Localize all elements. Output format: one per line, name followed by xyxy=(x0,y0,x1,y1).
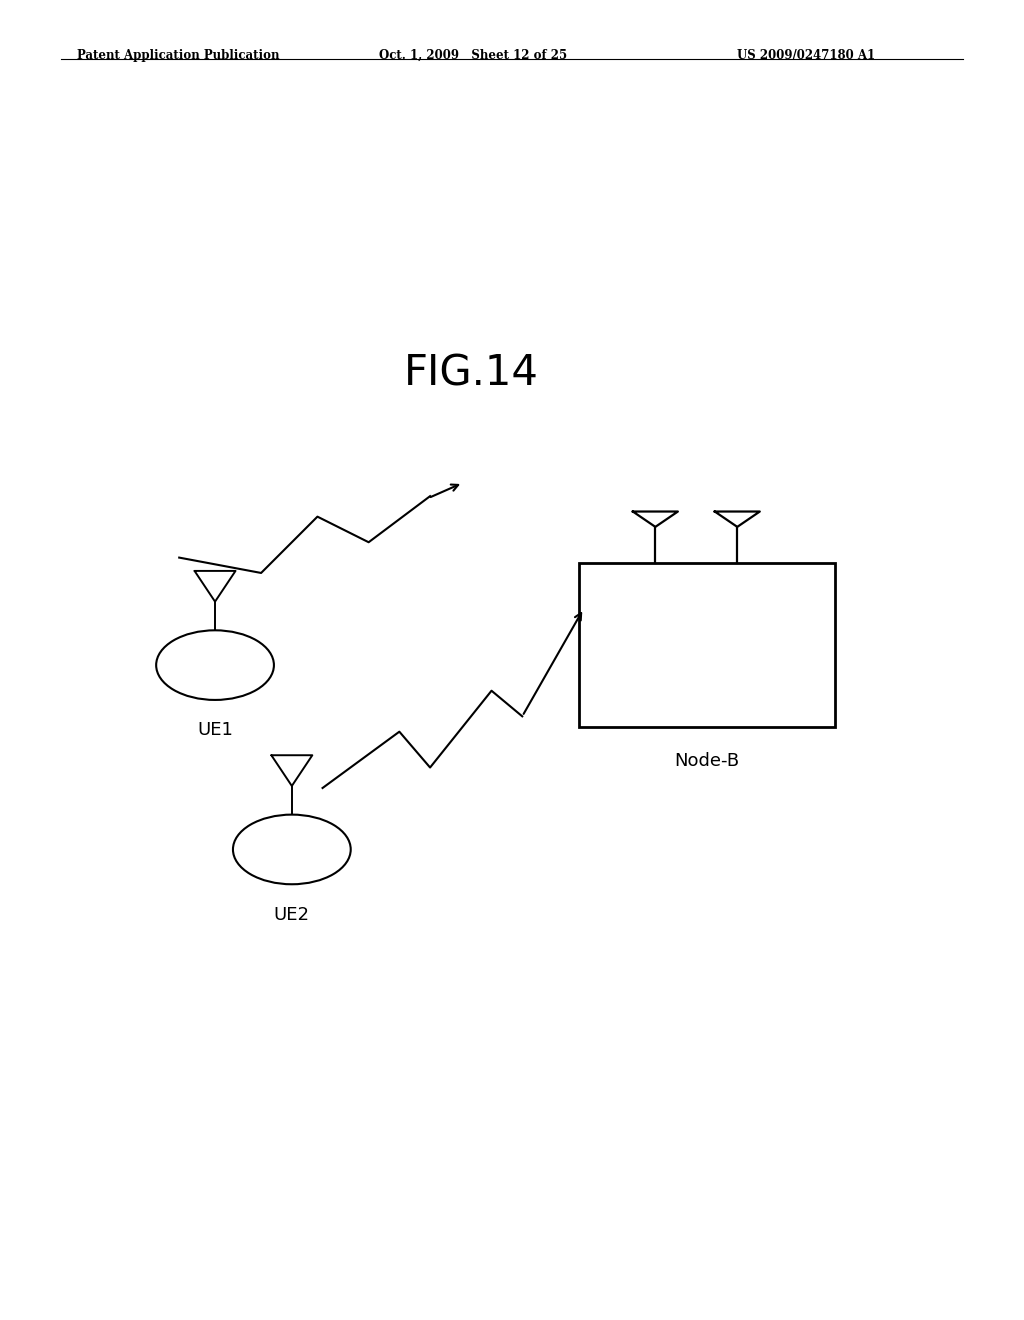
Text: Oct. 1, 2009   Sheet 12 of 25: Oct. 1, 2009 Sheet 12 of 25 xyxy=(379,49,567,62)
Text: Node-B: Node-B xyxy=(674,752,739,770)
Text: Patent Application Publication: Patent Application Publication xyxy=(77,49,280,62)
Ellipse shape xyxy=(232,814,350,884)
Text: FIG.14: FIG.14 xyxy=(403,352,539,395)
Text: US 2009/0247180 A1: US 2009/0247180 A1 xyxy=(737,49,876,62)
Bar xyxy=(579,562,835,726)
Ellipse shape xyxy=(156,631,274,700)
Text: UE1: UE1 xyxy=(197,722,233,739)
Text: UE2: UE2 xyxy=(273,906,310,924)
